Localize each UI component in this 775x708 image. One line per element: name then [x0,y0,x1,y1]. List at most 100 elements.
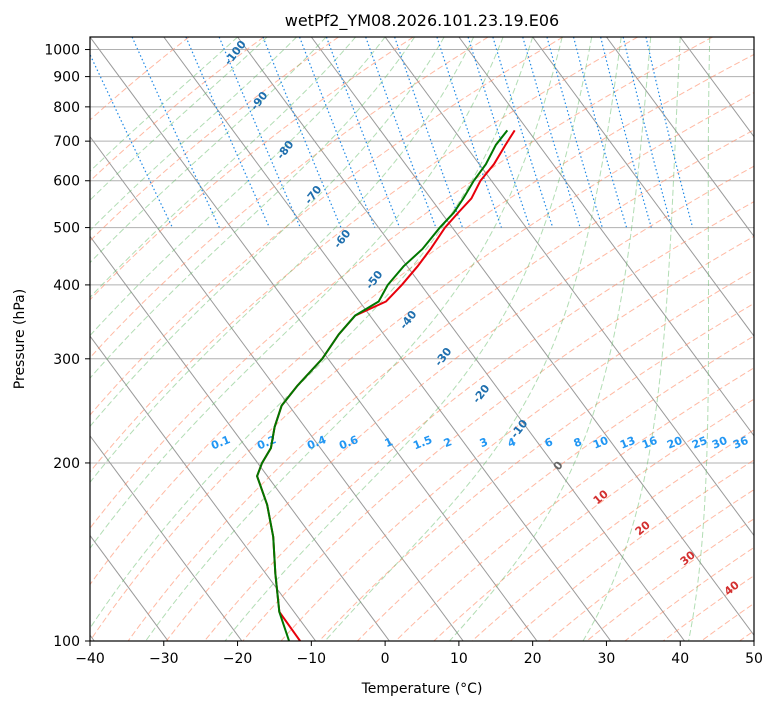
y-tick-label: 300 [53,352,80,368]
curve-label: -30 [432,345,455,369]
isotherm-line [532,37,754,337]
dry-adiabat-line [586,518,754,641]
dry-adiabat-line [357,335,754,641]
curve-label: 30 [710,434,729,452]
curve-label: 20 [633,518,653,538]
curve-label: -40 [397,308,420,332]
x-tick-label: 40 [671,651,689,667]
isotherm-line [753,37,754,38]
plot-area: -100-90-80-70-60-50-40-30-20-10010203040… [90,37,754,641]
y-tick-label: 400 [53,278,80,294]
x-tick-label: −30 [149,651,179,667]
x-axis-ticks: −40 −30 −20 −10 0 10 20 30 40 50 [75,641,763,667]
isotherm-lines [90,37,754,641]
mixing-ratio-line [622,37,673,228]
dry-adiabat-line [90,37,564,416]
moist-adiabat-line [90,37,386,337]
curve-label: -90 [248,89,271,113]
mixing-ratio-line [218,37,301,228]
plot-frame [89,36,755,642]
curve-label: -70 [302,183,325,207]
x-tick-label: 20 [524,651,542,667]
mixing-ratio-line [546,37,603,228]
y-tick-label: 700 [53,134,80,150]
dry-adiabat-line [548,489,754,641]
mixing-ratio-lines [90,37,694,228]
curve-label: 6 [543,435,555,450]
profile-series [256,129,516,641]
moist-adiabat-line [90,37,445,428]
dry-adiabat-line [127,129,754,641]
curve-label: 10 [591,434,610,452]
moist-adiabat-line [449,37,652,641]
isotherm-line [90,37,538,641]
curve-label: 10 [591,487,611,507]
curve-label: 36 [731,434,750,452]
mixing-ratio-line [131,37,220,228]
mixing-ratio-line [436,37,502,228]
dry-adiabat-line [395,367,754,641]
mixing-ratio-line [185,37,271,228]
x-tick-label: 30 [598,651,616,667]
mixing-ratio-line [600,37,652,228]
y-tick-label: 100 [53,634,80,650]
moist-adiabat-line [224,37,593,641]
curve-label: 0.1 [209,433,232,452]
curve-label: 13 [618,434,637,452]
mixing-ratio-line [365,37,437,228]
curve-label: 25 [690,434,709,452]
moist-adiabat-line [90,37,297,232]
moist-adiabat-lines [90,37,711,641]
curve-label: 8 [572,435,584,450]
mixing-ratio-line [492,37,554,228]
isotherm-line [163,37,612,641]
x-tick-label: −20 [223,651,253,667]
x-tick-label: 50 [745,651,763,667]
curve-label: -20 [470,382,493,406]
isotherm-line [90,534,169,641]
curve-label: 20 [665,434,684,452]
isotherm-line [606,37,754,238]
dry-adiabat-line [204,201,754,641]
isotherm-line [90,434,243,641]
y-tick-label: 800 [53,100,80,116]
moist-adiabat-line [688,37,711,641]
moist-adiabat-line [90,37,356,299]
curve-label: -60 [331,227,354,251]
isotherm-line [384,37,754,537]
dry-adiabat-line [471,429,754,641]
chart-title: wetPf2_YM08.2026.101.23.19.E06 [285,11,559,31]
moist-adiabat-line [324,37,622,641]
dry-adiabat-line [739,630,754,641]
y-tick-label: 500 [53,221,80,237]
moist-adiabat-line [582,37,681,641]
mixing-ratio-line [325,37,401,228]
pressure-gridlines [90,49,754,641]
y-tick-label: 200 [53,456,80,472]
dry-adiabat-line [90,53,754,586]
dry-adiabat-line [90,37,639,473]
mixing-ratio-line [467,37,531,228]
curve-label: 1 [383,435,395,450]
dry-adiabat-line [90,37,265,182]
curve-label: 16 [640,434,659,452]
dry-adiabat-line [624,546,754,641]
isotherm-line [90,335,317,641]
curve-label: -50 [363,268,386,292]
moist-adiabat-line [90,37,327,264]
dry-adiabat-line [90,37,414,301]
isotherm-line [237,37,685,641]
x-axis-label: Temperature (°C) [361,681,483,697]
mixing-ratio-line [262,37,342,228]
mixing-ratio-line [394,37,464,228]
moist-adiabat-line [90,37,504,550]
profile-line [256,129,509,641]
dry-adiabat-line [165,165,754,641]
x-tick-label: 10 [450,651,468,667]
dry-adiabat-line [90,37,489,359]
dry-adiabat-line [90,37,713,530]
isotherm-line [90,235,390,641]
moist-adiabat-line [90,37,238,172]
y-tick-label: 600 [53,174,80,190]
x-tick-label: −40 [75,651,105,667]
